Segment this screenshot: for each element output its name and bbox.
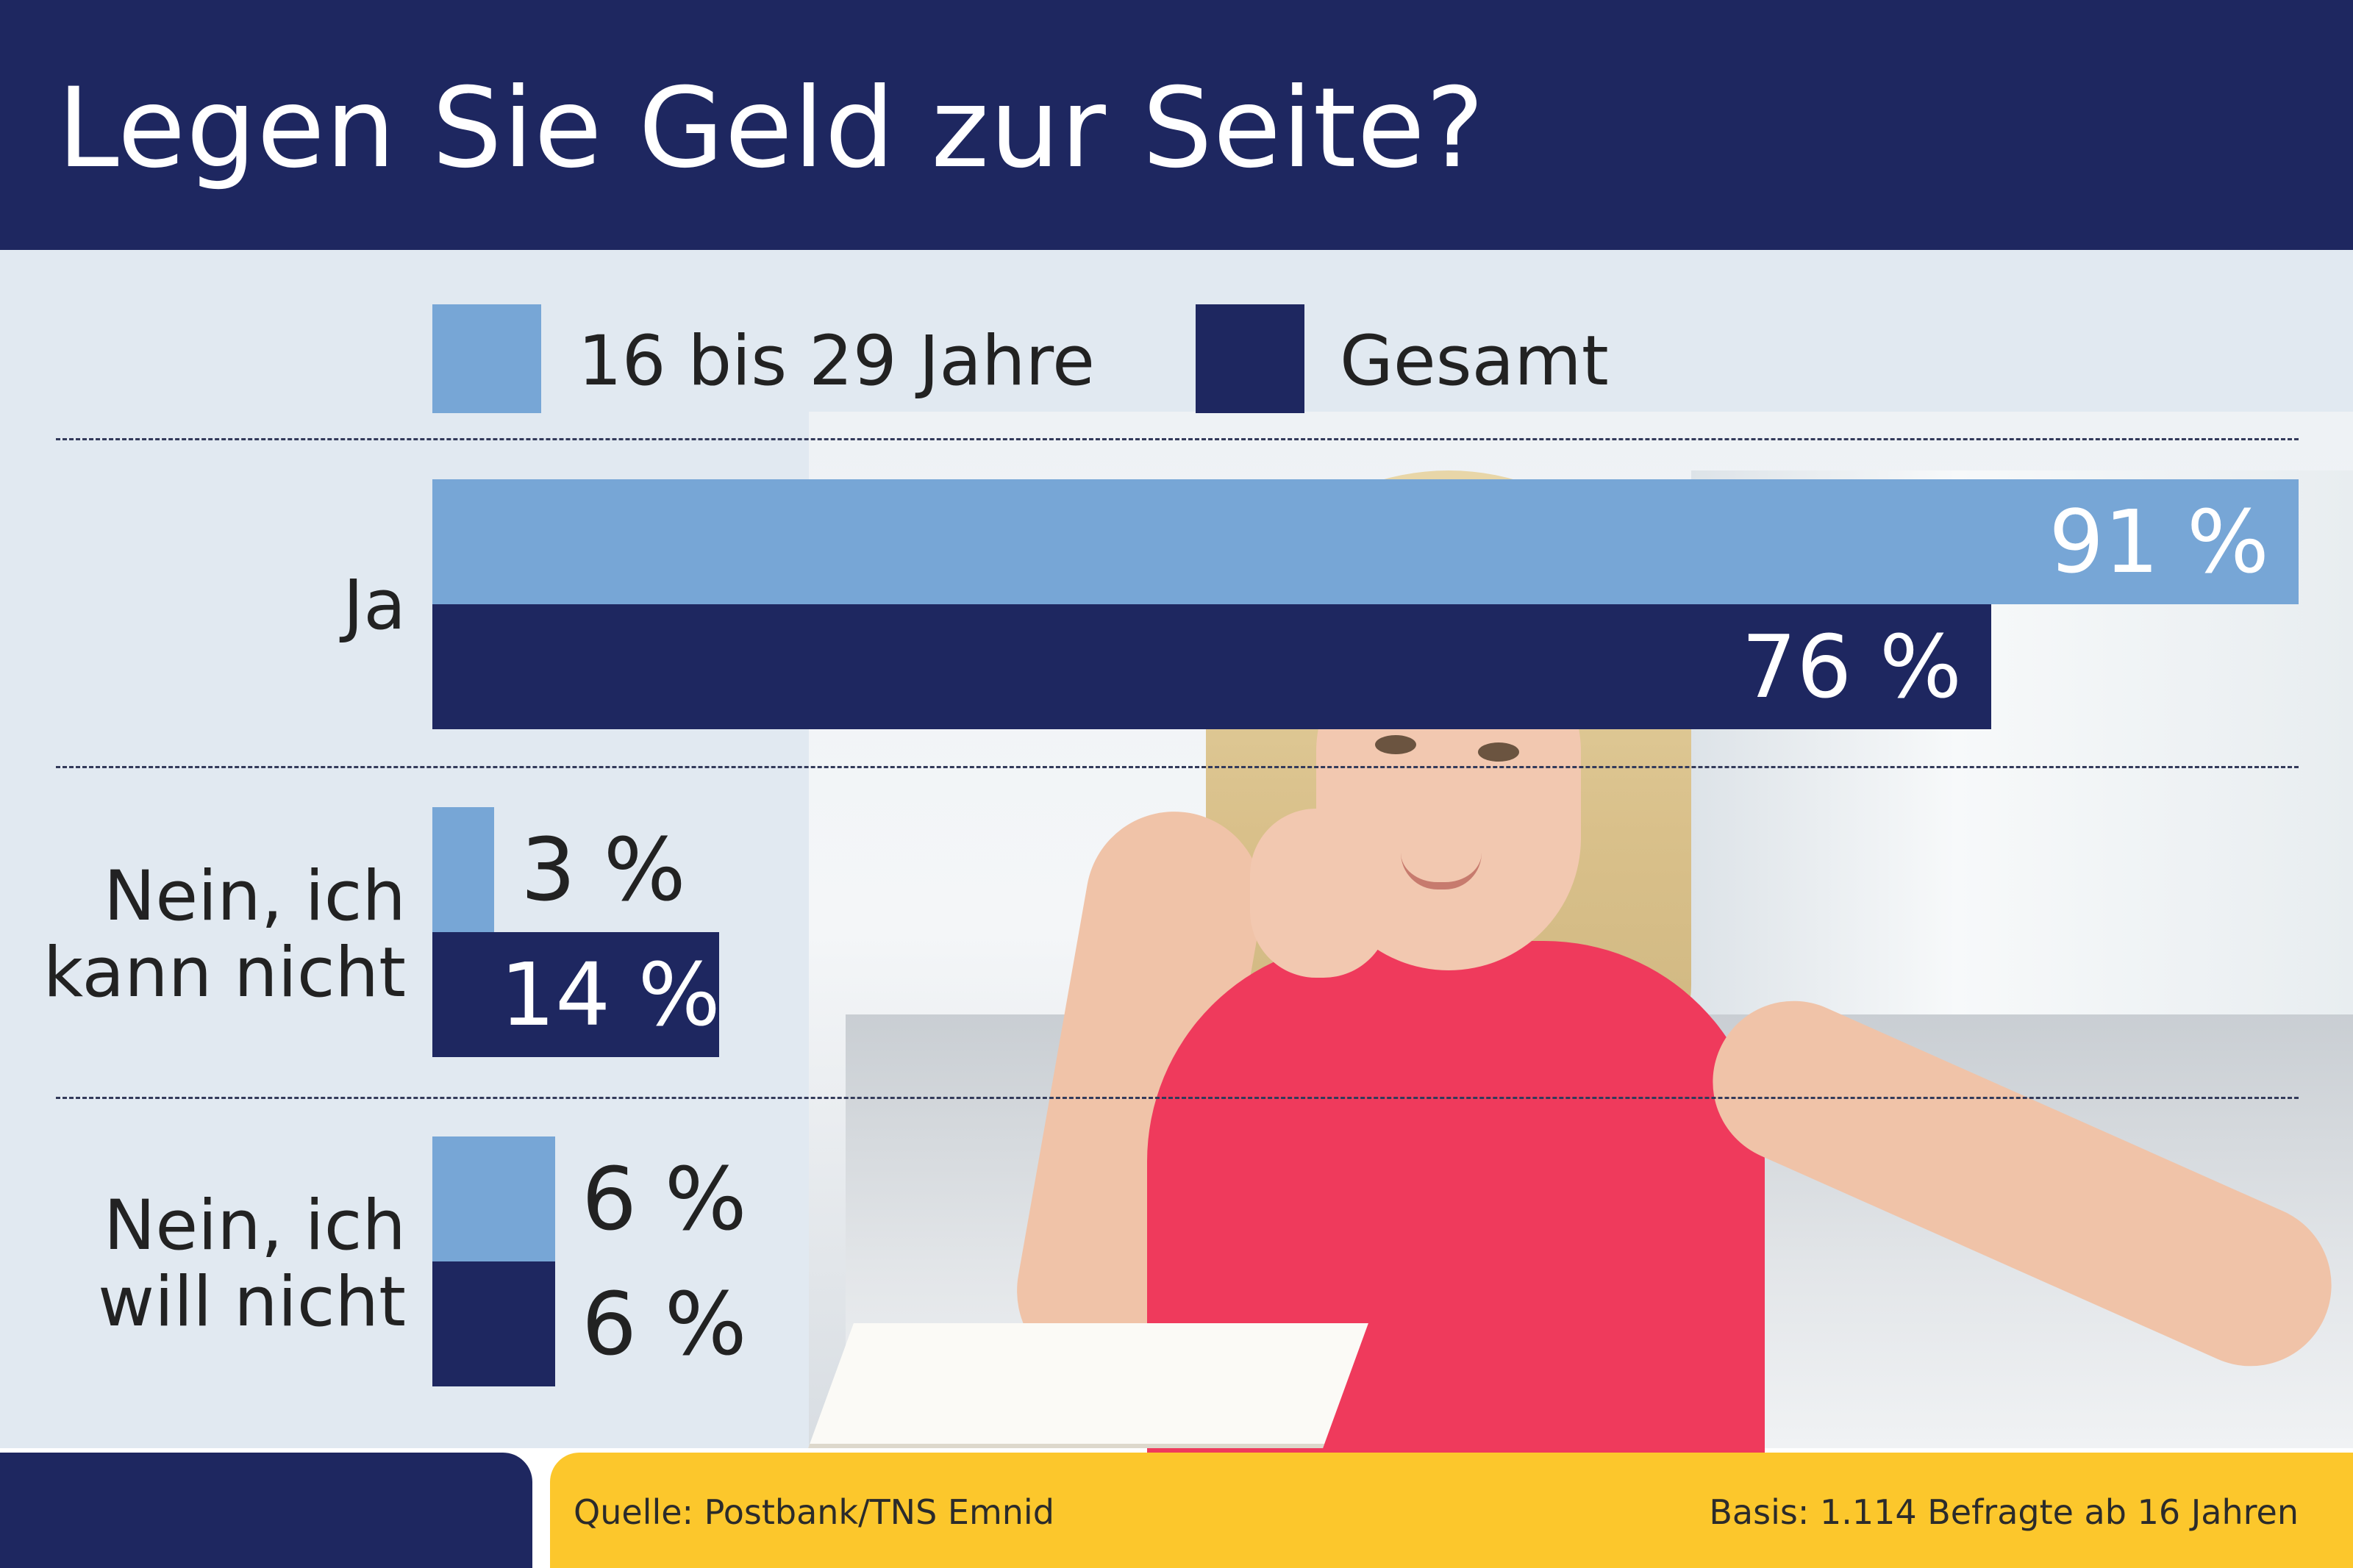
bar-label-kann-nicht-16-bis-29-jahre: 3 % [521, 819, 686, 920]
photo-open-book [808, 1323, 1368, 1448]
basis-note: Basis: 1.114 Befragte ab 16 Jahren [1709, 1492, 2299, 1532]
divider [56, 766, 2299, 768]
photo-woman-eye-right [1478, 742, 1519, 762]
bar-ja-gesamt [432, 604, 1991, 729]
photo-woman-hand [1250, 809, 1390, 978]
bar-label-kann-nicht-gesamt: 14 % [500, 944, 721, 1045]
bar-ja-16-bis-29-jahre [432, 479, 2299, 604]
photo-woman-smile [1401, 853, 1482, 889]
category-label-nein-kann-nicht: Nein, ich kann nicht [43, 856, 406, 1013]
header-bar: Legen Sie Geld zur Seite? [0, 0, 2353, 250]
footer-accent-block [0, 1453, 532, 1568]
legend-swatch-gesamt [1196, 304, 1304, 413]
category-label-ja: Ja [343, 565, 406, 645]
bar-will-nicht-gesamt [432, 1261, 555, 1386]
bar-kann-nicht-gesamt [432, 932, 719, 1057]
footer-bar [550, 1453, 2353, 1568]
chart-title: Legen Sie Geld zur Seite? [57, 65, 1485, 193]
legend-swatch-16-bis-29-jahre [432, 304, 541, 413]
bar-label-will-nicht-16-bis-29-jahre: 6 % [582, 1148, 747, 1250]
category-label-nein-will-nicht: Nein, ich will nicht [98, 1186, 406, 1342]
legend-label-16-bis-29-jahre: 16 bis 29 Jahre [578, 321, 1095, 401]
legend-label-gesamt: Gesamt [1340, 321, 1609, 401]
source-note: Quelle: Postbank/TNS Emnid [574, 1492, 1054, 1532]
bar-will-nicht-16-bis-29-jahre [432, 1136, 555, 1261]
bar-kann-nicht-16-bis-29-jahre [432, 807, 494, 932]
bar-label-ja-16-bis-29-jahre: 91 % [2049, 491, 2269, 593]
divider [56, 438, 2299, 440]
photo-woman-eye-left [1375, 735, 1416, 754]
divider [56, 1097, 2299, 1099]
bar-label-ja-gesamt: 76 % [1741, 616, 1962, 717]
bar-label-will-nicht-gesamt: 6 % [582, 1273, 747, 1375]
